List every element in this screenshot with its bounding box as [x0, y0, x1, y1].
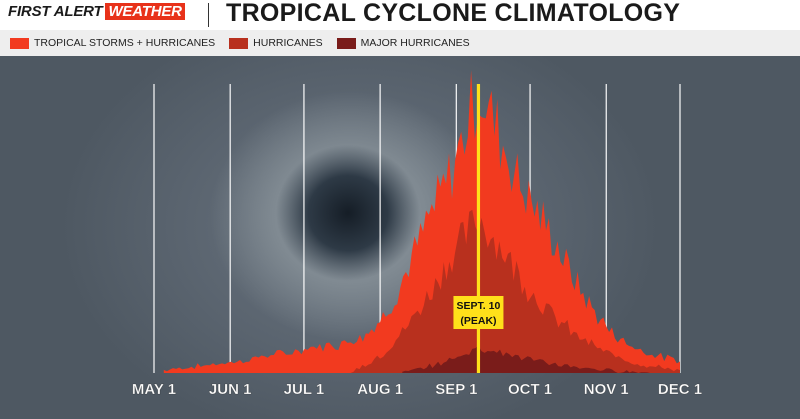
- tick-label: SEP 1: [435, 381, 477, 398]
- tick-label: JUL 1: [284, 381, 325, 398]
- tick-label: NOV 1: [584, 381, 629, 398]
- legend-swatch: [10, 37, 29, 49]
- peak-label-box: [453, 296, 504, 329]
- peak-label-text: (PEAK): [460, 315, 496, 327]
- legend-swatch: [229, 37, 249, 49]
- series-area: [402, 345, 653, 373]
- brand-first: FIRST ALERT: [8, 3, 103, 20]
- series-areas: [163, 70, 681, 373]
- legend-item-tropical-storms: TROPICAL STORMS + HURRICANES: [10, 37, 215, 49]
- header-bar: FIRST ALERT WEATHER TROPICAL CYCLONE CLI…: [0, 0, 800, 30]
- header-divider: [208, 3, 209, 27]
- peak-marker: SEPT. 10 (PEAK): [453, 84, 504, 373]
- legend: TROPICAL STORMS + HURRICANES HURRICANES …: [0, 30, 800, 56]
- tick-label: JUN 1: [209, 381, 252, 398]
- tick-label: DEC 1: [658, 381, 702, 398]
- tick-label: OCT 1: [508, 381, 552, 398]
- tick-label: MAY 1: [132, 381, 176, 398]
- legend-label: TROPICAL STORMS + HURRICANES: [34, 37, 216, 49]
- climatology-chart: SEPT. 10 (PEAK) MAY 1 JUN 1 JUL 1 AUG 1 SEP 1…: [132, 70, 703, 399]
- legend-item-hurricanes: HURRICANES: [229, 37, 323, 49]
- page-title: TROPICAL CYCLONE CLIMATOLOGY: [226, 0, 681, 27]
- series-area: [163, 70, 681, 373]
- brand-logo: FIRST ALERT WEATHER: [8, 3, 185, 20]
- axis-tick-labels: MAY 1 JUN 1 JUL 1 AUG 1 SEP 1 OCT 1 NOV 1 DEC 1: [132, 381, 703, 399]
- brand-second: WEATHER: [105, 3, 185, 20]
- legend-label: MAJOR HURRICANES: [360, 37, 470, 49]
- legend-item-major-hurricanes: MAJOR HURRICANES: [336, 37, 470, 49]
- peak-label-date: SEPT. 10: [457, 300, 501, 312]
- legend-swatch: [336, 37, 356, 49]
- tick-label: AUG 1: [357, 381, 403, 398]
- series-area: [350, 209, 680, 373]
- legend-label: HURRICANES: [253, 37, 323, 49]
